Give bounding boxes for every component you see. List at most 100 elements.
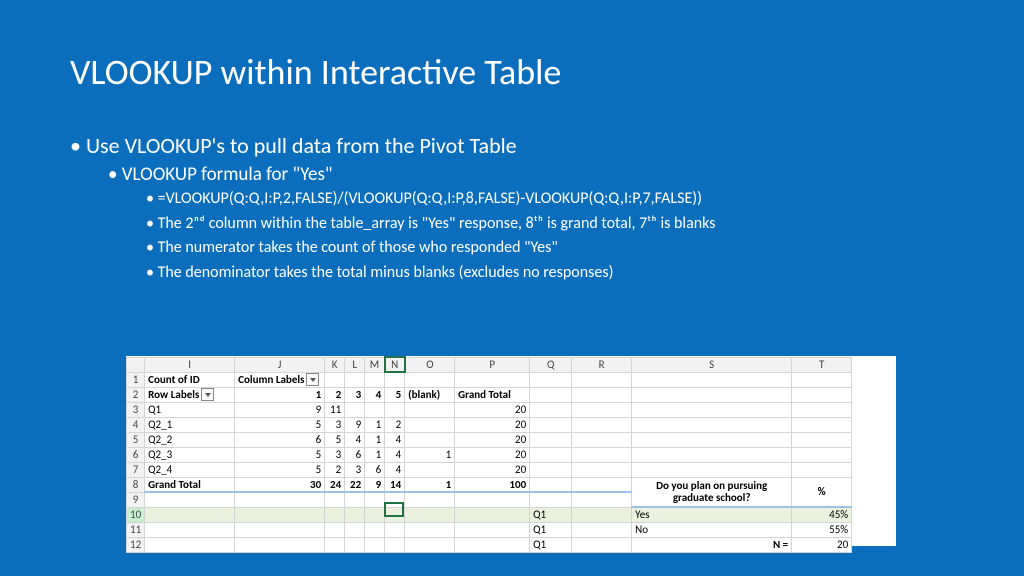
cell[interactable]: Grand Total (455, 387, 530, 402)
cell[interactable]: 4 (385, 432, 405, 447)
row-header[interactable]: 1 (127, 372, 145, 387)
dropdown-icon[interactable] (201, 388, 214, 401)
row-header[interactable]: 12 (127, 537, 145, 552)
row[interactable]: 2 Row Labels 1 2 3 4 5 (blank) Grand Tot… (127, 387, 852, 402)
cell[interactable]: 9 (235, 402, 325, 417)
row[interactable]: 11 Q1 No 55% (127, 522, 852, 537)
cell[interactable]: 14 (385, 477, 405, 492)
row[interactable]: 12 Q1 N = 20 (127, 537, 852, 552)
cell[interactable] (365, 402, 385, 417)
col-header[interactable]: P (455, 357, 530, 372)
cell[interactable]: 4 (385, 462, 405, 477)
row-header-selected[interactable]: 10 (127, 507, 145, 522)
row-header[interactable]: 2 (127, 387, 145, 402)
cell[interactable]: Q2_1 (145, 417, 235, 432)
cell[interactable]: Column Labels (235, 372, 325, 387)
cell[interactable]: 20 (455, 417, 530, 432)
cell[interactable]: 5 (325, 432, 345, 447)
cell[interactable]: 30 (235, 477, 325, 492)
cell[interactable]: Q1 (530, 507, 572, 522)
summary-n-val[interactable]: 20 (792, 537, 852, 552)
cell[interactable]: 3 (325, 447, 345, 462)
summary-row-val[interactable]: 55% (792, 522, 852, 537)
col-header[interactable]: M (365, 357, 385, 372)
cell[interactable]: 5 (235, 417, 325, 432)
cell[interactable]: Grand Total (145, 477, 235, 492)
col-header[interactable]: Q (530, 357, 572, 372)
cell[interactable]: Q1 (530, 522, 572, 537)
cell[interactable]: 6 (365, 462, 385, 477)
row[interactable]: 1 Count of ID Column Labels (127, 372, 852, 387)
cell[interactable]: Q2_4 (145, 462, 235, 477)
cell[interactable]: 5 (385, 387, 405, 402)
cell[interactable]: 1 (235, 387, 325, 402)
col-header[interactable]: O (405, 357, 455, 372)
cell[interactable] (405, 432, 455, 447)
cell[interactable]: 4 (385, 447, 405, 462)
cell[interactable]: Q1 (530, 537, 572, 552)
cell[interactable]: Q1 (145, 402, 235, 417)
summary-row-val[interactable]: 45% (792, 507, 852, 522)
grid[interactable]: I J K L M N O P Q R S T 1 Count of ID Co… (126, 356, 852, 553)
col-header[interactable]: L (345, 357, 365, 372)
row-header[interactable]: 4 (127, 417, 145, 432)
cell[interactable]: 3 (345, 387, 365, 402)
cell[interactable]: 1 (405, 477, 455, 492)
row[interactable]: 6 Q2_3 5 3 6 1 4 1 20 (127, 447, 852, 462)
row-selected[interactable]: 10 Q1 Yes 45% (127, 507, 852, 522)
cell[interactable]: 11 (325, 402, 345, 417)
summary-row-label[interactable]: No (632, 522, 792, 537)
cell[interactable]: 20 (455, 447, 530, 462)
cell[interactable]: 24 (325, 477, 345, 492)
cell[interactable]: 1 (365, 447, 385, 462)
cell[interactable]: 2 (325, 462, 345, 477)
row-header[interactable]: 3 (127, 402, 145, 417)
cell[interactable] (405, 417, 455, 432)
cell[interactable]: 5 (235, 447, 325, 462)
cell[interactable]: 1 (405, 447, 455, 462)
cell[interactable]: Row Labels (145, 387, 235, 402)
col-header[interactable]: S (632, 357, 792, 372)
col-header[interactable]: T (792, 357, 852, 372)
cell[interactable]: 4 (345, 432, 365, 447)
cell[interactable] (405, 462, 455, 477)
cell[interactable] (385, 402, 405, 417)
col-header[interactable]: K (325, 357, 345, 372)
select-all-corner[interactable] (127, 357, 145, 372)
cell[interactable]: 5 (235, 462, 325, 477)
cell[interactable]: 20 (455, 432, 530, 447)
cell[interactable]: Q2_3 (145, 447, 235, 462)
row-header[interactable]: 6 (127, 447, 145, 462)
row[interactable]: 4 Q2_1 5 3 9 1 2 20 (127, 417, 852, 432)
cell[interactable]: 3 (345, 462, 365, 477)
col-header[interactable]: R (572, 357, 632, 372)
row-header[interactable]: 11 (127, 522, 145, 537)
row[interactable]: 3 Q1 9 11 20 (127, 402, 852, 417)
dropdown-icon[interactable] (306, 373, 319, 386)
summary-n-label[interactable]: N = (632, 537, 792, 552)
row-grand-total[interactable]: 8 Grand Total 30 24 22 9 14 1 100 Do you… (127, 477, 852, 492)
cell[interactable]: (blank) (405, 387, 455, 402)
cell[interactable]: 9 (365, 477, 385, 492)
spreadsheet[interactable]: I J K L M N O P Q R S T 1 Count of ID Co… (126, 356, 896, 546)
row-header[interactable]: 9 (127, 492, 145, 507)
cell[interactable]: 4 (365, 387, 385, 402)
cell[interactable]: 20 (455, 402, 530, 417)
cell[interactable] (405, 402, 455, 417)
cell[interactable]: Count of ID (145, 372, 235, 387)
cell[interactable]: 9 (345, 417, 365, 432)
cell[interactable]: 2 (325, 387, 345, 402)
cell[interactable]: 20 (455, 462, 530, 477)
row-header[interactable]: 7 (127, 462, 145, 477)
summary-row-label[interactable]: Yes (632, 507, 792, 522)
cell[interactable]: Q2_2 (145, 432, 235, 447)
col-header-selected[interactable]: N (385, 357, 405, 372)
row[interactable]: 5 Q2_2 6 5 4 1 4 20 (127, 432, 852, 447)
summary-pct-header[interactable]: % (792, 477, 852, 507)
cell[interactable]: 3 (325, 417, 345, 432)
col-header[interactable]: I (145, 357, 235, 372)
cell[interactable]: 100 (455, 477, 530, 492)
cell[interactable]: 6 (235, 432, 325, 447)
cell[interactable]: 2 (385, 417, 405, 432)
col-header[interactable]: J (235, 357, 325, 372)
